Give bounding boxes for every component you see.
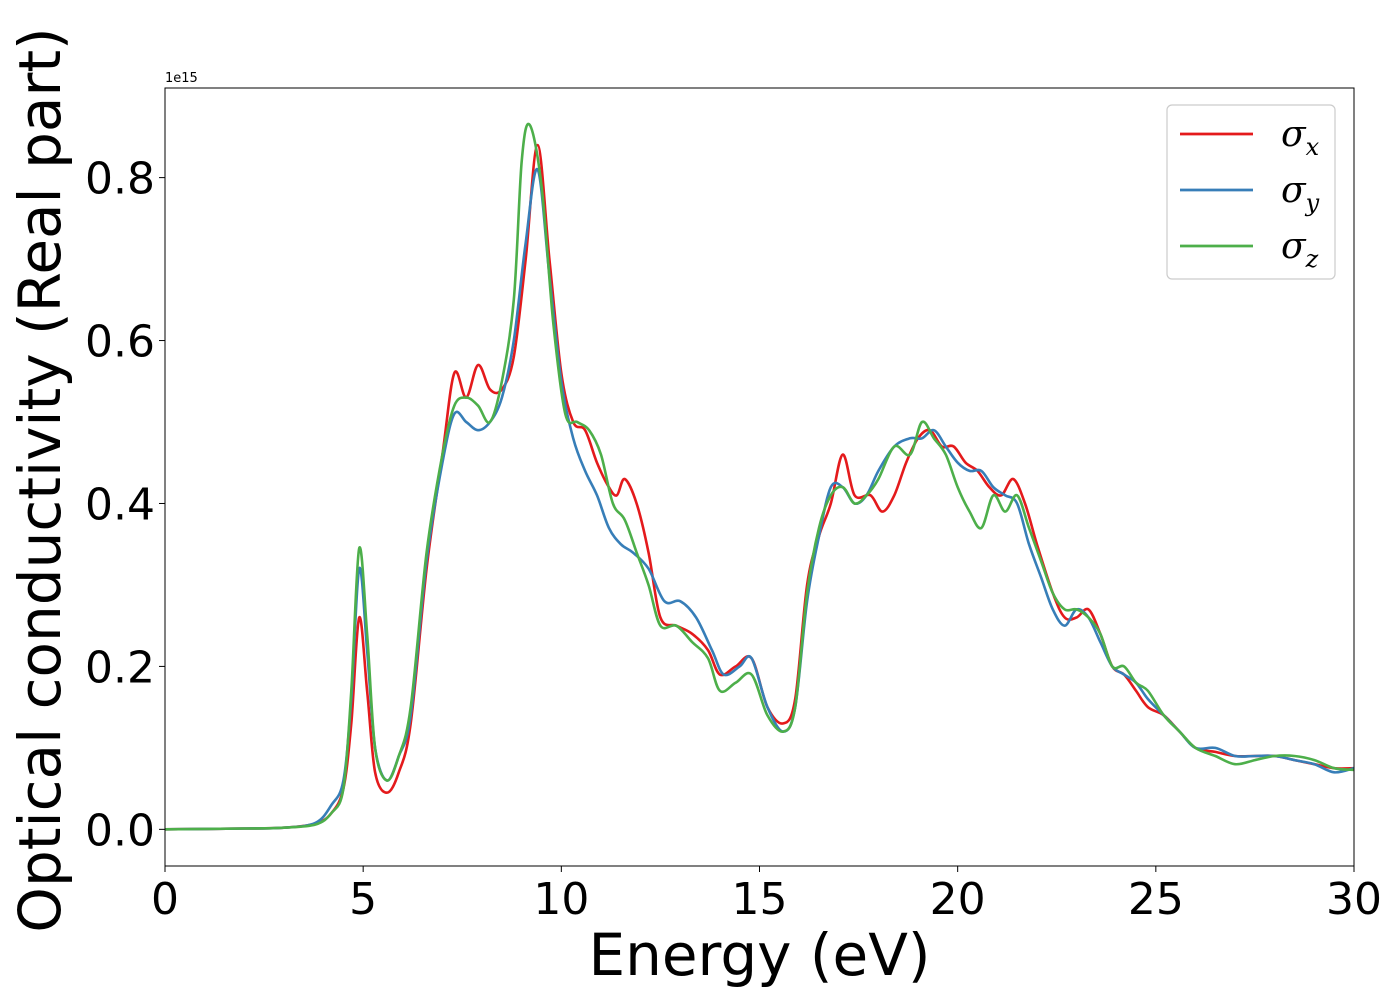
x-axis-title: Energy (eV) (588, 921, 930, 989)
y-tick-label: 0.6 (85, 317, 155, 368)
y-offset-label: 1e15 (165, 71, 198, 86)
y-axis: 0.0 0.2 0.4 0.6 0.8 (85, 154, 165, 856)
legend-subscript: x (1306, 133, 1320, 161)
legend-box (1166, 104, 1336, 280)
series-layer (165, 122, 1354, 831)
legend-symbol: σ (1281, 226, 1307, 267)
y-tick-label: 0.0 (85, 805, 155, 856)
legend-label-y: σy (1281, 170, 1320, 217)
legend-subscript: y (1305, 189, 1320, 217)
legend-symbol: σ (1281, 170, 1307, 211)
x-tick-label: 5 (349, 874, 377, 925)
legend-label-z: σz (1281, 226, 1319, 273)
y-tick-label: 0.8 (85, 154, 155, 205)
legend-subscript: z (1305, 245, 1319, 273)
x-tick-label: 15 (732, 874, 788, 925)
x-axis: 0 5 10 15 20 25 30 (151, 866, 1382, 925)
y-tick-label: 0.2 (85, 642, 155, 693)
x-tick-label: 30 (1326, 874, 1382, 925)
x-tick-label: 20 (930, 874, 986, 925)
series-line-z (165, 122, 1354, 831)
legend-symbol: σ (1281, 114, 1307, 155)
y-tick-label: 0.4 (85, 479, 155, 530)
x-tick-label: 0 (151, 874, 179, 925)
y-axis-title: Optical conductivity (Real part) (6, 27, 74, 932)
legend-label-x: σx (1281, 114, 1320, 161)
x-tick-label: 25 (1128, 874, 1184, 925)
x-tick-label: 10 (533, 874, 589, 925)
